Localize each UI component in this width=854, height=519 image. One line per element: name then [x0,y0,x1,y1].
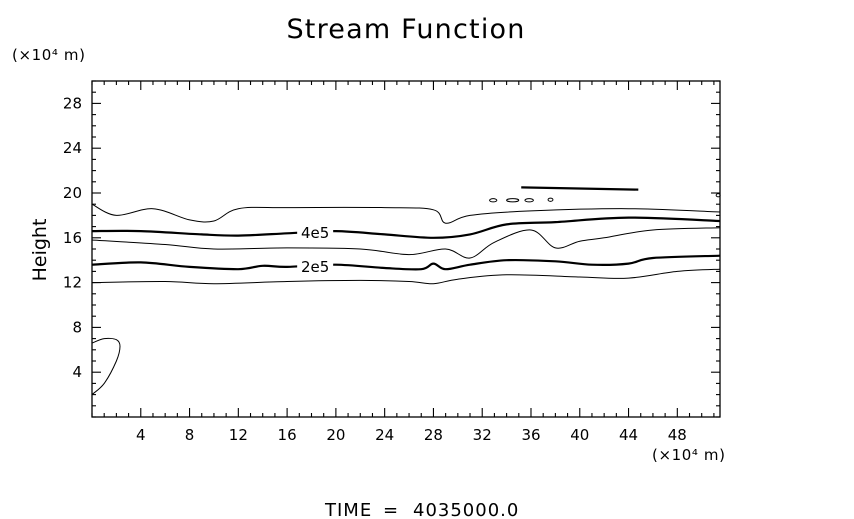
chart-title: Stream Function [286,14,525,45]
x-axis-unit: (×10⁴ m) [652,446,726,464]
x-tick-label: 32 [473,426,492,444]
time-equals: = [383,500,399,519]
contour-line-thin [545,187,574,190]
x-tick-label: 16 [278,426,297,444]
contour-small-closed [524,198,534,203]
y-axis-unit: (×10⁴ m) [12,46,86,64]
contour-line-thick [91,216,721,239]
x-tick-label: 20 [326,426,345,444]
contour-line-thin [91,337,121,395]
y-tick-label: 24 [63,139,82,157]
x-tick-label: 12 [229,426,248,444]
contour-label-bg [297,256,334,274]
contour-small-closed [489,198,498,203]
x-tick-label: 24 [375,426,394,444]
x-tick-label: 40 [570,426,589,444]
x-tick-label: 8 [185,426,195,444]
y-tick-label: 12 [63,274,82,292]
y-tick-label: 8 [72,318,82,336]
plot-frame [91,80,721,418]
time-footer: TIME = 4035000.0 [324,500,519,519]
contour-small-closed [506,198,520,203]
y-tick-label: 16 [63,229,82,247]
x-tick-label: 44 [619,426,638,444]
x-tick-label: 28 [424,426,443,444]
x-tick-label: 4 [136,426,146,444]
contour-line-thick [91,254,721,271]
y-tick-label: 4 [72,363,82,381]
y-tick-label: 20 [63,184,82,202]
contour-label-bg [297,223,334,241]
contour-line-thick [521,186,639,191]
time-label: TIME [324,500,372,519]
contour-small-closed [547,197,554,202]
contour-label: 4e5 [301,224,329,242]
contour-label: 2e5 [301,258,329,276]
y-axis-label: Height [29,219,51,282]
contour-small-closed [715,193,721,198]
contour-line-thin [91,203,721,224]
time-value: 4035000.0 [413,500,519,519]
contour-line-thin [91,227,721,259]
x-tick-label: 48 [668,426,687,444]
y-tick-label: 28 [63,94,82,112]
x-tick-label: 36 [521,426,540,444]
contour-line-thin [91,268,721,285]
